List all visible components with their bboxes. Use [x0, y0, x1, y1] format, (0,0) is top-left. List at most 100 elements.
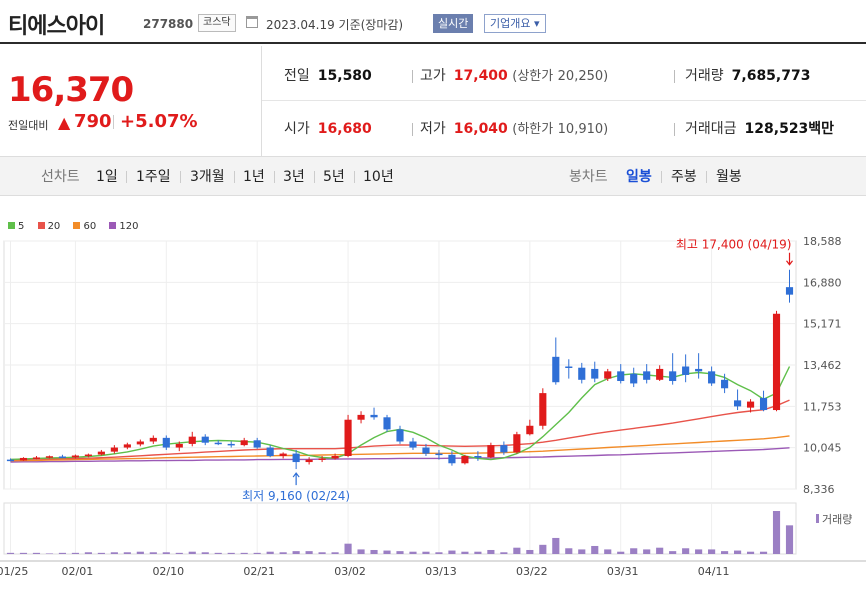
tab-line-1y[interactable]: 1년 [243, 169, 265, 185]
candle-body [734, 400, 742, 407]
divider [126, 171, 127, 183]
candle-body [357, 414, 365, 420]
divider [706, 171, 707, 183]
candle-body [84, 454, 92, 457]
x-tick-label: 03/13 [425, 565, 457, 578]
corp-info-dropdown[interactable]: 기업개요 ▾ [484, 14, 546, 33]
volume-bar [565, 548, 573, 554]
candle-body [149, 437, 157, 442]
legend-ma60: 60 [73, 221, 96, 232]
volume-bar [721, 551, 729, 554]
price-summary: 전일 15,580 고가 17,400 (상한가 20,250) 거래량 7,685,… [262, 46, 866, 156]
volume-bar [785, 525, 794, 554]
candle-body [526, 425, 534, 435]
realtime-button[interactable]: 실시간 [433, 14, 474, 33]
candle-body [435, 453, 443, 456]
divider [314, 171, 315, 183]
tab-line-1d[interactable]: 1일 [96, 169, 118, 185]
price-change: 790 [74, 111, 112, 132]
divider [262, 100, 866, 101]
candle-body [97, 451, 105, 455]
candle-body [695, 368, 703, 372]
volume-bar [188, 551, 196, 554]
y-tick-label: 10,045 [803, 442, 842, 455]
stock-name: 티에스아이 [8, 14, 105, 39]
volume-bar [669, 551, 677, 554]
volume-bar [552, 537, 560, 554]
volume-bar [539, 544, 547, 554]
candle-body [785, 287, 794, 295]
candle-body [721, 379, 729, 389]
candle-body [214, 442, 222, 445]
tab-candle-daily[interactable]: 일봉 [626, 169, 652, 185]
open-price: 시가 16,680 [284, 121, 372, 137]
candle-body [409, 441, 417, 448]
candle-body [500, 445, 508, 453]
prev-close: 전일 15,580 [284, 68, 372, 84]
high-annotation: 최고 17,400 (04/19) [676, 238, 792, 252]
volume-bar [162, 552, 170, 554]
x-tick-label: 02/10 [152, 565, 184, 578]
x-tick-label: 03/31 [607, 565, 639, 578]
trade-amount: 거래대금 128,523백만 [685, 121, 835, 137]
candle-body [513, 434, 521, 453]
volume-bar [422, 551, 430, 554]
volume-bar [123, 552, 131, 554]
legend-ma20: 20 [37, 221, 60, 232]
volume-bar [136, 551, 144, 554]
chart-tabs: 선차트 1일 1주일 3개월 1년 3년 5년 10년 봉차트 일봉 주봉 월봉 [0, 156, 866, 196]
candle-body [448, 454, 456, 464]
candle-body [422, 447, 430, 454]
candle-body [630, 373, 638, 384]
volume-bar [604, 549, 612, 554]
tab-line-3m[interactable]: 3개월 [190, 169, 225, 185]
candle-body [6, 459, 15, 462]
chevron-down-icon: ▾ [533, 17, 540, 30]
x-tick-label: 03/02 [334, 565, 366, 578]
tab-candle-monthly[interactable]: 월봉 [716, 169, 742, 185]
y-tick-label: 15,171 [803, 318, 842, 331]
volume-bar [448, 550, 456, 554]
volume-bar [201, 552, 209, 554]
candle-body [746, 401, 755, 408]
volume-bar [331, 552, 339, 554]
y-tick-label: 16,880 [803, 276, 842, 289]
candle-body [32, 457, 41, 459]
low-arrow-icon [292, 472, 300, 486]
volume-bar [643, 549, 651, 554]
volume-bar [19, 552, 28, 554]
volume-bar [84, 552, 92, 554]
divider [674, 70, 675, 83]
volume-bar [292, 551, 300, 554]
high-arrow-icon [786, 252, 793, 266]
ma60-line [10, 435, 790, 462]
tab-line-1w[interactable]: 1주일 [136, 169, 171, 185]
candle-body [591, 368, 599, 379]
candle-body [45, 456, 54, 458]
volume-bar [279, 552, 287, 554]
volume-bar [708, 549, 716, 554]
volume-bar [526, 549, 534, 554]
market-badge: 코스닥 [198, 14, 236, 32]
candle-body [370, 414, 378, 418]
volume-bar [409, 551, 417, 554]
volume-bar [695, 549, 703, 554]
candle-body [759, 397, 768, 411]
volume-bar [513, 547, 521, 554]
change-label: 전일대비 [8, 119, 49, 132]
tab-line-3y[interactable]: 3년 [283, 169, 305, 185]
tab-candle-weekly[interactable]: 주봉 [671, 169, 697, 185]
current-price: 16,370 [8, 70, 134, 110]
volume: 거래량 7,685,773 [685, 68, 811, 84]
tab-line-10y[interactable]: 10년 [363, 169, 394, 185]
y-tick-label: 13,462 [803, 359, 842, 372]
volume-bar [357, 549, 365, 554]
volume-bar [97, 552, 105, 554]
candle-body [487, 445, 495, 458]
tab-line-5y[interactable]: 5년 [323, 169, 345, 185]
candle-body [539, 393, 547, 426]
y-tick-label: 11,753 [803, 400, 842, 413]
candle-body [240, 440, 248, 446]
x-tick-label: 02/21 [243, 565, 275, 578]
